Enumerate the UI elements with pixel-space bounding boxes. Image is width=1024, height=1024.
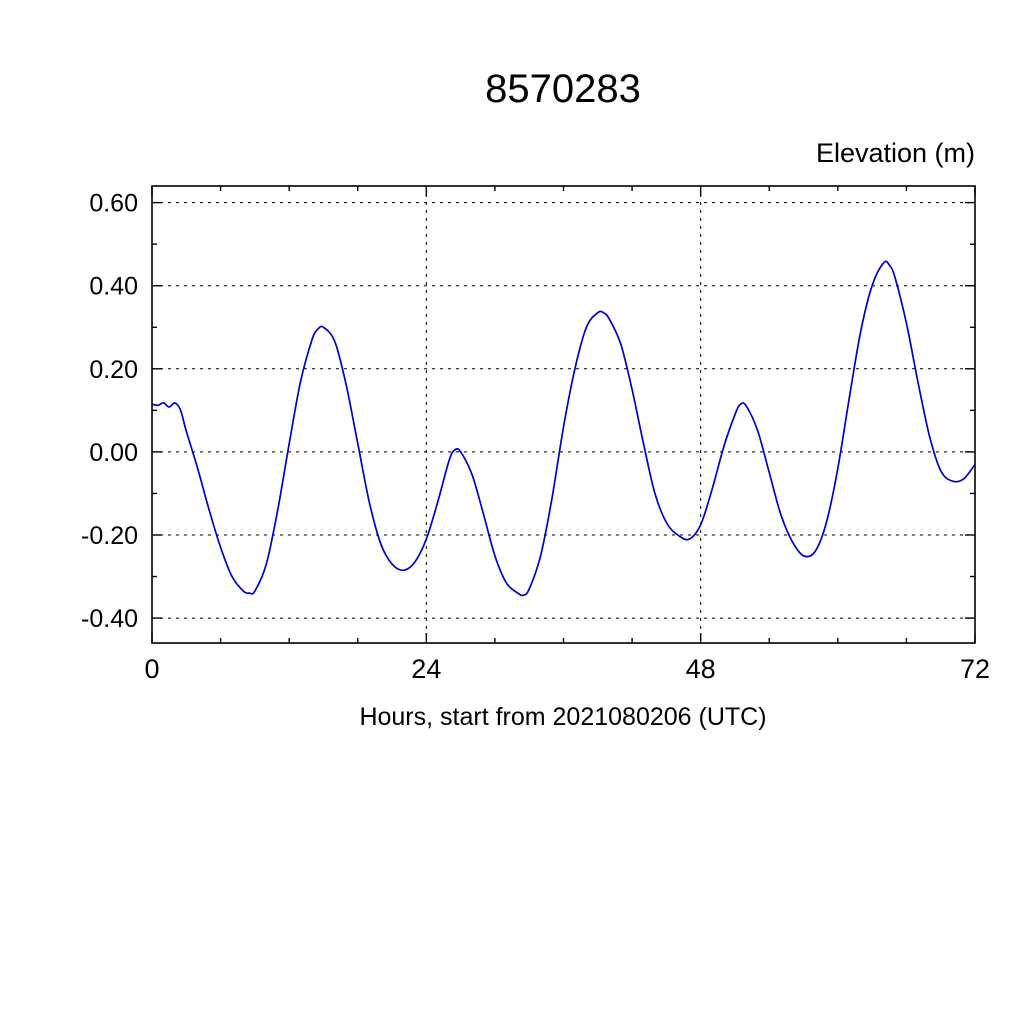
x-tick-label: 72 <box>960 654 990 684</box>
x-tick-label: 24 <box>411 654 441 684</box>
x-tick-label: 0 <box>144 654 159 684</box>
x-axis-title: Hours, start from 2021080206 (UTC) <box>359 703 766 731</box>
y-tick-label: 0.00 <box>89 439 138 467</box>
axis-frame <box>151 185 976 644</box>
y-tick-label: 0.40 <box>89 273 138 301</box>
curve-layer <box>151 260 976 597</box>
y-tick-label: -0.20 <box>81 522 138 550</box>
y-tick-label: 0.20 <box>89 356 138 384</box>
y-tick-label: -0.40 <box>81 605 138 633</box>
grid-layer <box>152 186 975 643</box>
tick-label-layer: 0.60 0.40 0.20 0.00 -0.20 -0.400 24 48 72 <box>81 190 990 684</box>
y-axis-title: Elevation (m) <box>816 138 975 168</box>
chart-title: 8570283 <box>485 67 641 111</box>
elevation-line <box>151 260 976 597</box>
y-tick-label: 0.60 <box>89 190 138 218</box>
x-tick-label: 48 <box>686 654 716 684</box>
axes-layer <box>151 185 976 644</box>
